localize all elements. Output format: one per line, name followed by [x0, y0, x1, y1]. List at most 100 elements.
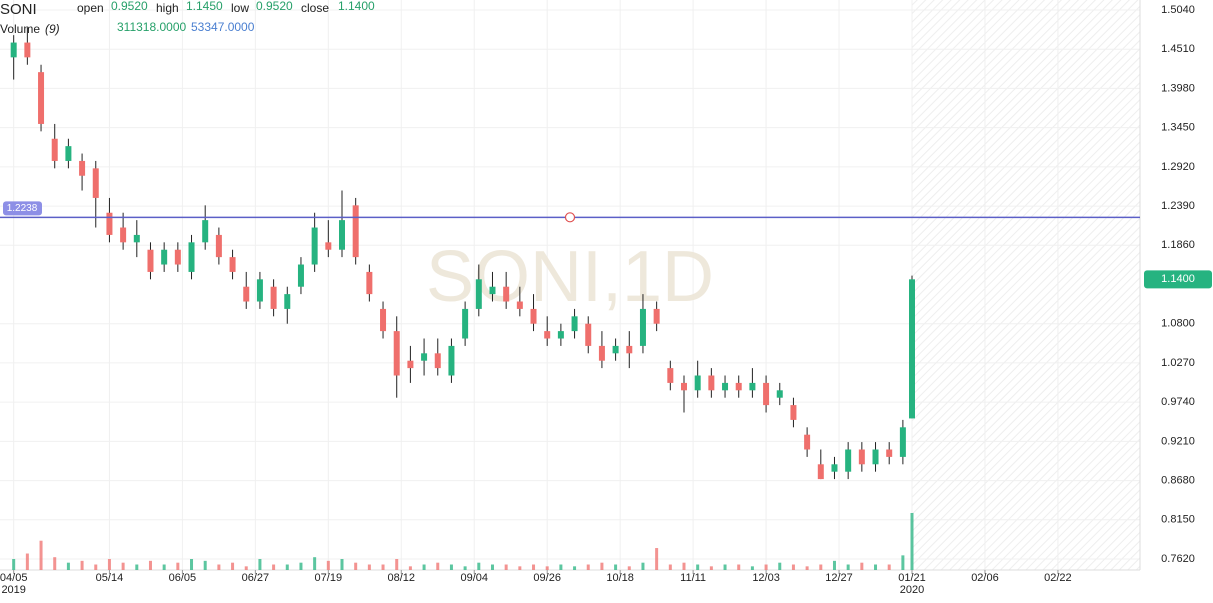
x-tick-label: 10/18	[606, 572, 634, 584]
candle-body	[421, 353, 428, 361]
watermark: SONI,1D	[426, 237, 714, 317]
volume-bar	[723, 564, 727, 570]
candle-body	[763, 382, 770, 406]
hline-badge	[3, 201, 42, 216]
candle-body	[530, 308, 537, 324]
candle-body	[10, 42, 17, 58]
candle-body	[557, 331, 564, 339]
x-tick-label: 06/05	[169, 572, 197, 584]
volume-bar	[53, 557, 57, 570]
x-tick-label: 11/11	[680, 572, 706, 584]
volume-bar	[25, 553, 29, 570]
volume-value: 311318.0000	[117, 20, 187, 34]
candle-body	[174, 249, 181, 265]
candle-body	[92, 168, 99, 198]
header-value: 1.1450	[186, 0, 223, 13]
x-tick-label: 01/21	[898, 572, 926, 584]
x-tick-label: 02/22	[1044, 572, 1072, 584]
year-label: 2020	[900, 584, 924, 596]
volume-bar	[874, 564, 878, 570]
volume-bar	[285, 564, 289, 570]
candle-body	[516, 301, 523, 309]
price-badge	[1144, 270, 1212, 289]
header-label: open	[77, 1, 104, 15]
candle-body	[79, 160, 86, 176]
line-handle	[564, 212, 576, 223]
volume-bar	[819, 564, 823, 570]
volume-bar	[586, 564, 590, 570]
y-tick-label: 1.4510	[1161, 43, 1195, 55]
candle-body	[708, 375, 715, 391]
volume-bar	[655, 548, 659, 570]
volume-bar	[217, 564, 221, 570]
x-tick-label: 07/19	[315, 572, 343, 584]
candle-body	[448, 345, 455, 376]
volume-bar	[66, 562, 70, 570]
volume-bar	[614, 564, 618, 570]
volume-bar	[190, 559, 194, 570]
volume-bar	[490, 564, 494, 570]
volume-ma-value: 53347.0000	[191, 20, 255, 34]
volume-bar	[791, 564, 795, 570]
volume-bar	[408, 566, 412, 570]
volume-bar	[121, 562, 125, 570]
volume-bar	[668, 564, 672, 570]
candle-body	[804, 434, 811, 450]
y-tick-label: 0.9210	[1161, 435, 1195, 447]
volume-bar	[422, 564, 426, 570]
volume-bar	[354, 562, 358, 570]
candle-body	[270, 286, 277, 309]
y-tick-label: 1.2390	[1161, 200, 1195, 212]
x-tick-label: 12/27	[825, 572, 853, 584]
candle-body	[722, 382, 729, 391]
candle-body	[489, 286, 496, 295]
candle-body	[571, 316, 578, 332]
volume-bar	[600, 562, 604, 570]
candle-body	[790, 405, 797, 420]
volume-bar	[326, 560, 330, 570]
candle-body	[845, 449, 852, 472]
volume-bar	[764, 564, 768, 570]
header-value: 0.9520	[256, 0, 293, 13]
y-tick-label: 1.5040	[1161, 4, 1195, 16]
header-label: low	[231, 1, 249, 15]
candle-body	[366, 271, 373, 295]
header-value: 1.1400	[338, 0, 375, 13]
hline-label: 1.2238	[7, 203, 38, 214]
candle-body	[585, 323, 592, 346]
volume-bar	[395, 559, 399, 570]
candle-body	[639, 308, 646, 346]
candle-body	[462, 308, 469, 339]
candle-body	[120, 227, 127, 243]
volume-bar	[39, 540, 43, 570]
candle-body	[352, 205, 359, 258]
candle-body	[106, 212, 113, 235]
candle-body	[147, 249, 154, 272]
y-tick-label: 1.2920	[1161, 161, 1195, 173]
candle-body	[229, 257, 236, 272]
x-tick-label: 04/05	[0, 572, 27, 584]
volume-bar	[258, 559, 262, 570]
volume-bar	[737, 564, 741, 570]
y-tick-label: 0.9740	[1161, 396, 1195, 408]
volume-bar	[910, 513, 914, 570]
candle-body	[653, 308, 660, 324]
volume-bar	[778, 562, 782, 570]
volume-bar	[340, 559, 344, 570]
candle-body	[886, 449, 893, 457]
candle-body	[858, 449, 865, 465]
x-tick-label: 05/14	[96, 572, 124, 584]
volume-bar	[148, 560, 152, 570]
volume-bar	[682, 562, 686, 570]
y-tick-label: 0.8150	[1161, 514, 1195, 526]
candle-body	[817, 464, 824, 480]
candle-body	[38, 72, 45, 124]
volume-bar	[107, 559, 111, 570]
candle-body	[407, 360, 414, 369]
candle-body	[872, 449, 879, 465]
volume-bar	[203, 560, 207, 570]
volume-bar	[436, 562, 440, 570]
candle-body	[65, 146, 72, 161]
volume-bar	[504, 564, 508, 570]
